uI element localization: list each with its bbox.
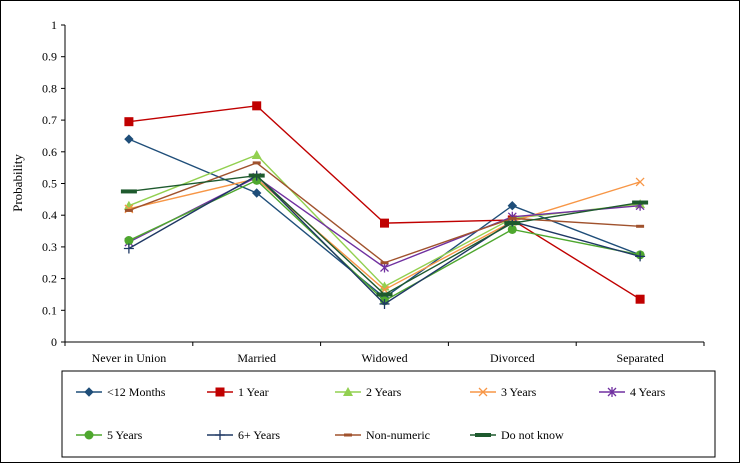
series-line <box>128 177 641 291</box>
legend-label: 1 Year <box>238 385 269 399</box>
marker-asterisk <box>607 387 617 397</box>
marker-x <box>478 387 488 397</box>
legend: <12 Months 1 Year 2 Years 3 Years 4 Years 5 Y… <box>61 370 716 458</box>
x-tick-label: Divorced <box>490 351 535 365</box>
series <box>124 174 645 295</box>
y-tick-label: 0.7 <box>42 113 57 127</box>
y-tick-label: 0.5 <box>42 177 57 191</box>
legend-item: 3 Years <box>470 385 537 399</box>
marker-triangle <box>123 200 134 210</box>
marker-dash <box>344 433 352 437</box>
legend-label: 2 Years <box>366 385 402 399</box>
marker-plus <box>123 243 134 254</box>
legend-label: Non-numeric <box>366 428 430 442</box>
legend-label: <12 Months <box>107 385 166 399</box>
y-tick-label: 0.6 <box>42 145 57 159</box>
y-axis-title: Probability <box>10 154 25 212</box>
marker-circle <box>507 224 517 234</box>
marker-dash <box>252 161 261 165</box>
y-tick-label: 1 <box>51 18 57 32</box>
legend-item: 6+ Years <box>207 428 280 442</box>
marker-square <box>380 218 389 228</box>
legend-item: Non-numeric <box>335 428 430 442</box>
y-tick-label: 0.9 <box>42 50 57 64</box>
marker-square <box>635 294 645 304</box>
series-layer <box>120 101 649 309</box>
legend-label: 4 Years <box>630 385 666 399</box>
y-tick-label: 0.4 <box>42 208 57 222</box>
marker-plus <box>635 251 646 262</box>
marker-dash <box>636 224 645 228</box>
marker-square <box>215 387 225 397</box>
marker-triangle <box>343 387 353 396</box>
x-tick-label: Never in Union <box>92 351 167 365</box>
y-tick-label: 0.1 <box>42 303 57 317</box>
marker-bar <box>248 173 265 178</box>
legend-label: Do not know <box>501 428 564 442</box>
legend-item: Do not know <box>470 428 564 442</box>
legend-label: 6+ Years <box>238 428 280 442</box>
legend-item: 2 Years <box>335 385 402 399</box>
legend-item: 5 Years <box>76 428 143 442</box>
marker-square <box>252 101 262 111</box>
series <box>124 161 645 265</box>
marker-circle <box>84 430 94 440</box>
marker-square <box>124 117 134 127</box>
legend-item: 1 Year <box>207 385 269 399</box>
marker-bar <box>376 292 393 297</box>
legend-item: 4 Years <box>599 385 666 399</box>
y-tick-label: 0.3 <box>42 240 57 254</box>
marker-plus <box>215 430 225 440</box>
marker-plus <box>379 298 390 309</box>
series <box>120 173 649 297</box>
marker-diamond <box>124 134 134 144</box>
marker-bar <box>504 221 521 226</box>
marker-triangle <box>251 149 262 159</box>
legend-item: <12 Months <box>76 385 166 399</box>
marker-diamond <box>507 200 518 211</box>
marker-dash <box>124 208 133 212</box>
y-tick-label: 0.8 <box>42 81 57 95</box>
x-tick-label: Widowed <box>361 351 407 365</box>
marker-dash <box>380 261 389 265</box>
legend-box <box>61 370 716 458</box>
marker-dash <box>508 216 517 220</box>
marker-circle <box>124 236 134 246</box>
marker-diamond <box>84 387 94 397</box>
marker-x <box>635 177 645 187</box>
x-tick-label: Separated <box>616 351 663 365</box>
y-tick-label: 0 <box>51 335 57 349</box>
series <box>124 101 645 304</box>
marker-bar <box>632 200 649 205</box>
legend-label: 5 Years <box>107 428 143 442</box>
series <box>124 134 645 303</box>
y-tick-label: 0.2 <box>42 272 57 286</box>
marker-bar <box>120 189 137 194</box>
series-line <box>128 138 641 299</box>
marker-bar <box>475 433 491 437</box>
marker-diamond <box>251 188 262 198</box>
legend-label: 3 Years <box>501 385 537 399</box>
axes: 0 0.1 0.2 0.3 0.4 0.5 0.6 0.7 0.8 0.9 1 Never in Un… <box>42 18 705 365</box>
x-tick-label: Married <box>237 351 276 365</box>
